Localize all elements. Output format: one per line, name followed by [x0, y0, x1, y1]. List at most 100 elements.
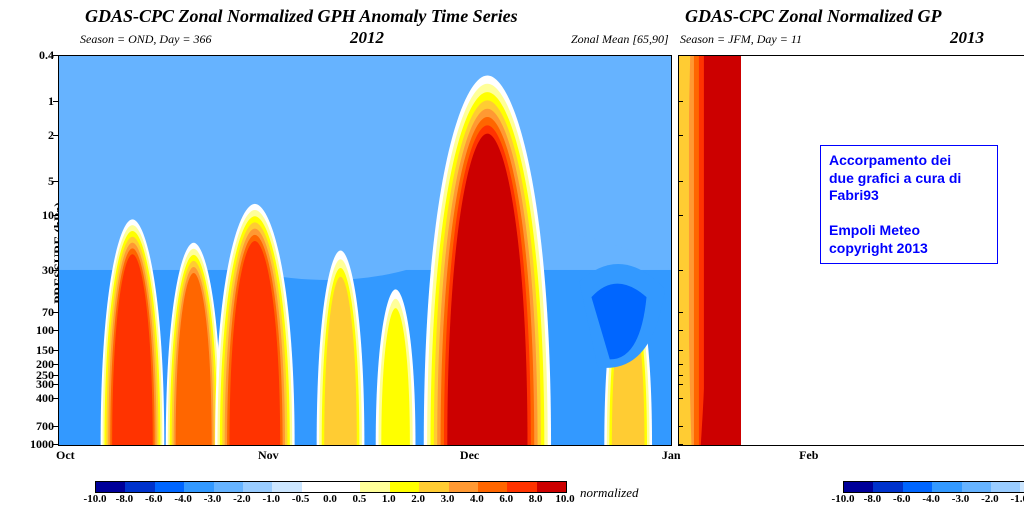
annot-line: Empoli Meteo — [829, 222, 989, 240]
x-tick: Dec — [460, 448, 479, 463]
colorbar-tick: 2.0 — [411, 493, 425, 505]
colorbar-tick: -4.0 — [922, 493, 939, 505]
left-plot-area — [58, 55, 672, 446]
colorbar-seg — [873, 482, 902, 492]
annot-line: Fabri93 — [829, 187, 989, 205]
colorbar-seg — [537, 482, 566, 492]
y-tickmark-right — [678, 270, 683, 271]
colorbar-tick: -3.0 — [204, 493, 221, 505]
left-title: GDAS-CPC Zonal Normalized GPH Anomaly Ti… — [85, 6, 518, 27]
colorbar-seg — [96, 482, 125, 492]
colorbar-tick: 0.5 — [353, 493, 367, 505]
colorbar-seg — [184, 482, 213, 492]
y-tickmark — [53, 215, 58, 216]
y-tickmark — [53, 364, 58, 365]
colorbar-seg — [449, 482, 478, 492]
y-tickmark — [53, 426, 58, 427]
y-tickmark — [53, 350, 58, 351]
figure: { "canvas":{"w":1024,"h":505,"bg":"#ffff… — [0, 0, 1024, 505]
colorbar-seg — [507, 482, 536, 492]
colorbar-tick: 6.0 — [499, 493, 513, 505]
colorbar-tick: -6.0 — [893, 493, 910, 505]
y-tickmark — [53, 55, 58, 56]
colorbar-tick: 0.0 — [323, 493, 337, 505]
x-tick: Nov — [258, 448, 279, 463]
colorbar-seg — [962, 482, 991, 492]
colorbar-tick: -2.0 — [233, 493, 250, 505]
colorbar-tick: 1.0 — [382, 493, 396, 505]
y-tickmark — [53, 270, 58, 271]
contour-svg-right — [679, 56, 741, 445]
y-tickmark-right — [678, 135, 683, 136]
y-tickmark-right — [678, 330, 683, 331]
colorbar-tick: -4.0 — [174, 493, 191, 505]
colorbar-seg — [903, 482, 932, 492]
colorbar-seg — [932, 482, 961, 492]
colorbar-seg — [214, 482, 243, 492]
y-tickmark-right — [678, 444, 683, 445]
colorbar-tick: -8.0 — [864, 493, 881, 505]
y-tick: 2 — [22, 128, 54, 143]
y-tickmark-right — [678, 312, 683, 313]
colorbar-seg — [272, 482, 301, 492]
colorbar-seg — [991, 482, 1020, 492]
colorbar-tick: 10.0 — [555, 493, 574, 505]
colorbar-seg — [125, 482, 154, 492]
colorbar-right — [843, 481, 1024, 493]
y-tickmark — [53, 101, 58, 102]
y-tickmark-right — [678, 101, 683, 102]
right-title: GDAS-CPC Zonal Normalized GP — [685, 6, 942, 27]
left-year: 2012 — [350, 28, 384, 48]
left-subtitle-zonal: Zonal Mean [65,90] — [571, 32, 669, 47]
colorbar-unit-label: normalized — [580, 485, 639, 501]
y-tickmark — [53, 384, 58, 385]
annot-line: due grafici a cura di — [829, 170, 989, 188]
colorbar-tick: -10.0 — [832, 493, 855, 505]
y-tickmark-right — [678, 426, 683, 427]
colorbar-left — [95, 481, 567, 493]
colorbar-tick: -3.0 — [952, 493, 969, 505]
y-tick: 300 — [22, 377, 54, 392]
colorbar-seg — [243, 482, 272, 492]
right-subtitle-season: Season = JFM, Day = 11 — [680, 32, 802, 47]
colorbar-tick: -8.0 — [116, 493, 133, 505]
colorbar-seg — [1020, 482, 1024, 492]
colorbar-seg — [844, 482, 873, 492]
colorbar-seg — [360, 482, 389, 492]
y-tickmark — [53, 375, 58, 376]
y-tickmark — [53, 181, 58, 182]
y-tick: 1 — [22, 94, 54, 109]
y-tickmark — [53, 444, 58, 445]
colorbar-seg — [390, 482, 419, 492]
y-tick: 70 — [22, 305, 54, 320]
y-tick: 5 — [22, 174, 54, 189]
y-tickmark — [53, 135, 58, 136]
left-subtitle-season: Season = OND, Day = 366 — [80, 32, 212, 47]
y-tickmark-right — [678, 398, 683, 399]
y-tick: 0.4 — [22, 48, 54, 63]
y-tickmark-right — [678, 364, 683, 365]
colorbar-tick: 3.0 — [441, 493, 455, 505]
colorbar-tick: -6.0 — [145, 493, 162, 505]
colorbar-seg — [478, 482, 507, 492]
x-tick-right: Feb — [799, 448, 818, 463]
y-tick: 1000 — [22, 437, 54, 452]
y-tick: 400 — [22, 391, 54, 406]
y-tick: 100 — [22, 323, 54, 338]
colorbar-tick: 4.0 — [470, 493, 484, 505]
annot-line: copyright 2013 — [829, 240, 989, 258]
y-tick: 10 — [22, 208, 54, 223]
y-tickmark-right — [678, 181, 683, 182]
y-tickmark-right — [678, 215, 683, 216]
colorbar-seg — [419, 482, 448, 492]
x-tick: Oct — [56, 448, 75, 463]
annot-line: Accorpamento dei — [829, 152, 989, 170]
colorbar-tick: -2.0 — [981, 493, 998, 505]
contour-svg — [59, 56, 671, 445]
annot-line — [829, 205, 989, 223]
colorbar-seg — [302, 482, 331, 492]
colorbar-seg — [155, 482, 184, 492]
y-tick: 150 — [22, 343, 54, 358]
y-tickmark-right — [678, 55, 683, 56]
colorbar-seg — [331, 482, 360, 492]
